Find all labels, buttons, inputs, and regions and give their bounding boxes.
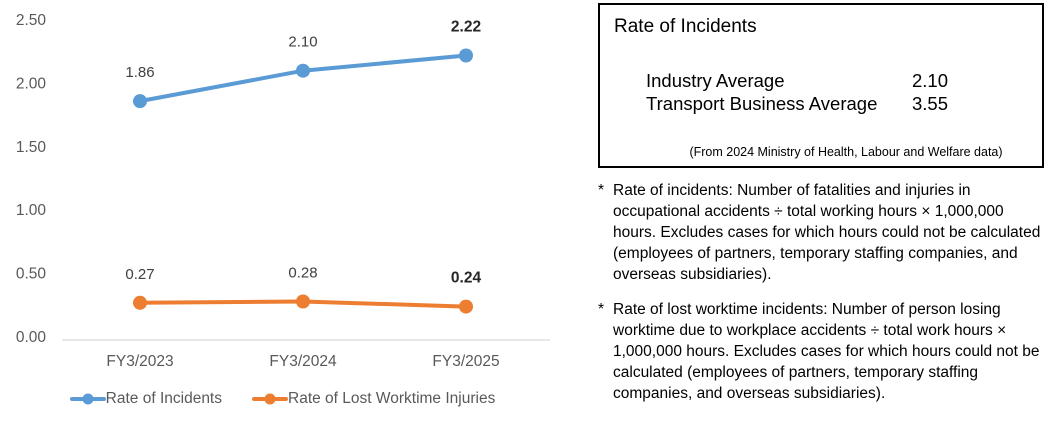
data-point-marker [133,295,147,310]
legend-label-rate-of-lost-worktime-injuries: Rate of Lost Worktime Injuries [288,390,496,407]
footnote-text: Rate of lost worktime incidents: Number … [613,301,1040,402]
legend-label-rate-of-incidents: Rate of Incidents [105,390,222,407]
rate-of-incidents-box: Rate of Incidents Industry Average 2.10 … [598,3,1044,168]
y-axis-tick-label: 2.50 [16,12,47,29]
x-axis-label: FY3/2025 [432,353,499,370]
data-point-marker [459,48,473,63]
data-label: 1.86 [125,64,154,81]
data-label: 0.28 [288,264,317,281]
y-axis-tick-label: 1.50 [16,139,47,156]
data-point-marker [296,294,310,309]
box-average-rows: Industry Average 2.10 Transport Business… [646,69,1042,115]
data-point-marker [459,299,473,314]
data-label: 2.22 [451,19,481,36]
legend-dot-orange [264,393,276,404]
y-axis-tick-label: 0.00 [16,329,47,346]
box-source-note: (From 2024 Ministry of Health, Labour an… [689,145,1003,159]
data-label: 2.10 [288,34,317,51]
line-chart-svg: 0.00 0.50 1.00 1.50 2.00 2.50 FY3/2023 FY3/2024… [16,12,550,370]
data-point-marker [296,63,310,78]
y-axis-tick-label: 2.00 [16,75,47,92]
legend-dot-blue [82,393,94,404]
legend-item-rate-of-incidents: Rate of Incidents [69,388,222,409]
box-title: Rate of Incidents [614,16,757,37]
chart-legend: Rate of Incidents Rate of Lost Worktime … [0,388,565,409]
industry-average-label: Industry Average [646,70,785,91]
data-label: 0.27 [125,266,154,283]
y-axis-tick-label: 0.50 [16,266,47,283]
asterisk-marker: * [598,182,605,199]
footnote-text: Rate of incidents: Number of fatalities … [613,182,1041,283]
data-point-marker [133,94,147,109]
transport-average-row: Transport Business Average 3.55 [646,92,1042,115]
footnote-rate-of-incidents: * Rate of incidents: Number of fatalitie… [598,180,1050,285]
industry-average-value: 2.10 [912,70,949,91]
legend-item-rate-of-lost-worktime-injuries: Rate of Lost Worktime Injuries [252,388,495,409]
legend-line-marker-blue [69,393,106,404]
data-label: 0.24 [451,270,482,287]
x-axis-label: FY3/2023 [106,353,173,370]
x-axis-label: FY3/2024 [269,353,337,370]
transport-average-label: Transport Business Average [646,93,878,114]
incidents-line-chart: 0.00 0.50 1.00 1.50 2.00 2.50 FY3/2023 FY3/2024… [0,12,565,409]
footnotes: * Rate of incidents: Number of fatalitie… [598,180,1050,418]
asterisk-marker: * [598,301,605,318]
industry-average-row: Industry Average 2.10 [646,69,1042,92]
series-line [138,53,468,104]
footnote-rate-of-lost-worktime: * Rate of lost worktime incidents: Numbe… [598,299,1050,404]
legend-line-marker-orange [252,393,288,404]
y-axis-tick-label: 1.00 [16,202,47,219]
transport-average-value: 3.55 [912,93,949,114]
